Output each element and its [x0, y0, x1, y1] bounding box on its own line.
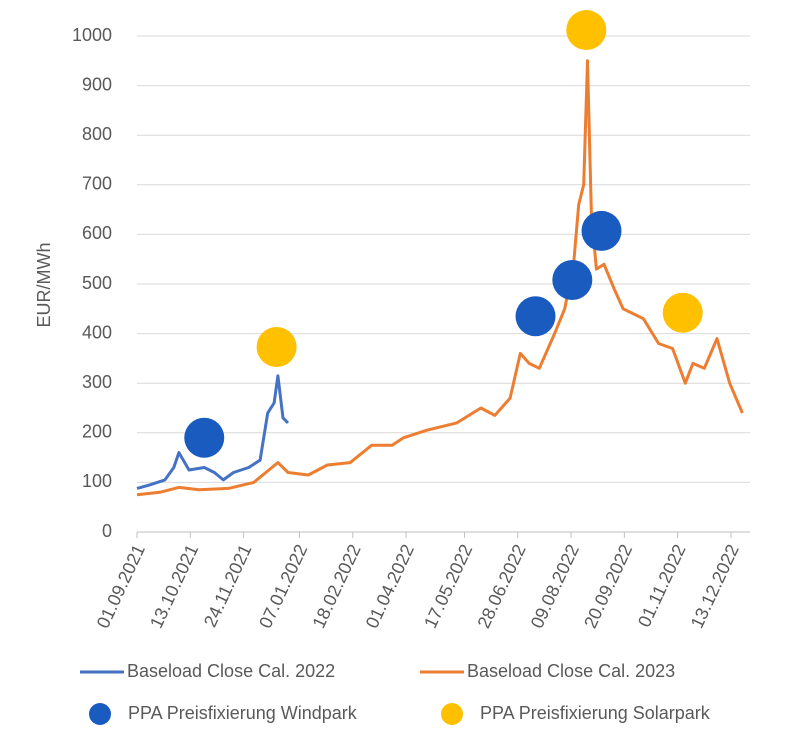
y-tick-label: 200 [82, 422, 112, 442]
y-tick-label: 300 [82, 372, 112, 392]
x-tick-label: 20.09.2022 [580, 541, 636, 631]
y-tick-label: 700 [82, 174, 112, 194]
y-tick-label: 1000 [72, 25, 112, 45]
x-tick-label: 28.06.2022 [473, 541, 529, 631]
x-tick-label: 01.09.2021 [93, 541, 149, 631]
x-tick-label: 13.10.2021 [146, 541, 202, 631]
y-tick-label: 0 [102, 521, 112, 541]
ppa-point [581, 210, 622, 251]
y-axis-label: EUR/MWh [34, 243, 54, 328]
x-tick-label: 09.08.2022 [527, 541, 583, 631]
x-tick-label: 01.11.2022 [634, 541, 690, 630]
y-tick-label: 600 [82, 223, 112, 243]
ppa-point [662, 292, 703, 333]
ppa-point [256, 326, 297, 367]
y-tick-label: 400 [82, 322, 112, 342]
x-tick-label: 24.11.2021 [200, 541, 256, 630]
legend-label: PPA Preisfixierung Windpark [128, 703, 358, 723]
x-tick-label: 17.05.2022 [420, 541, 476, 631]
ppa-point [184, 417, 225, 458]
ppa-point [515, 296, 556, 337]
y-tick-label: 800 [82, 124, 112, 144]
y-tick-label: 500 [82, 273, 112, 293]
ppa-point [566, 10, 607, 51]
legend-swatch [89, 703, 111, 725]
legend-swatch [441, 703, 463, 725]
line-series [136, 59, 744, 497]
x-tick-label: 18.02.2022 [308, 541, 364, 631]
x-tick-label: 01.04.2022 [362, 541, 418, 631]
ppa-point [552, 260, 593, 301]
legend-label: PPA Preisfixierung Solarpark [480, 703, 711, 723]
legend-label: Baseload Close Cal. 2022 [127, 661, 335, 681]
legend-label: Baseload Close Cal. 2023 [467, 661, 675, 681]
x-tick-label: 13.12.2022 [687, 541, 743, 631]
line-series [136, 374, 290, 490]
y-tick-label: 900 [82, 74, 112, 94]
x-tick-label: 07.01.2022 [255, 541, 311, 631]
y-tick-label: 100 [82, 471, 112, 491]
